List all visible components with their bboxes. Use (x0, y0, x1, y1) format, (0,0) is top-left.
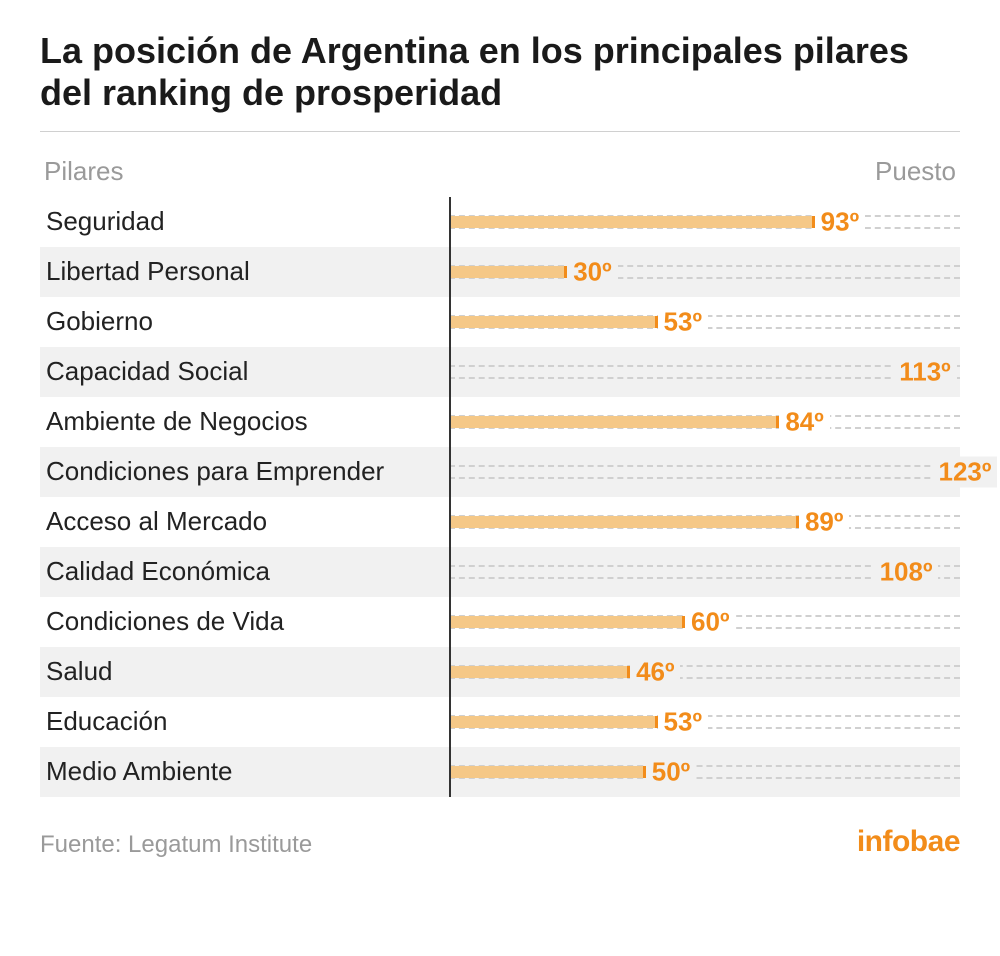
bar-track (449, 615, 960, 629)
bar-fill (449, 216, 814, 228)
table-row: Medio Ambiente 50º (40, 747, 960, 797)
rank-value: 53º (658, 706, 708, 737)
pillar-label: Salud (40, 656, 113, 687)
bar-fill (449, 416, 779, 428)
bar-fill (449, 316, 657, 328)
table-row: Condiciones de Vida 60º (40, 597, 960, 647)
bar-area: 84º (449, 397, 960, 447)
header-right: Puesto (875, 156, 956, 187)
bar-track (449, 265, 960, 279)
footer: Fuente: Legatum Institute infobae (40, 825, 960, 859)
bar-fill (449, 516, 799, 528)
bar-track (449, 315, 960, 329)
table-row: Capacidad Social 113º (40, 347, 960, 397)
pillar-label: Ambiente de Negocios (40, 406, 308, 437)
chart-axis (449, 197, 451, 797)
brand-logo: infobae (857, 825, 960, 859)
bar-track (449, 465, 960, 479)
bar-track (449, 715, 960, 729)
rank-value: 89º (799, 506, 849, 537)
rank-value: 50º (646, 756, 696, 787)
rank-value: 46º (630, 656, 680, 687)
table-row: Acceso al Mercado 89º (40, 497, 960, 547)
pillar-label: Calidad Económica (40, 556, 270, 587)
table-row: Calidad Económica 108º (40, 547, 960, 597)
rank-value: 93º (815, 206, 865, 237)
table-row: Ambiente de Negocios 84º (40, 397, 960, 447)
rank-value: 108º (874, 556, 939, 587)
bar-track (449, 215, 960, 229)
title-divider (40, 131, 960, 132)
bar-area: 53º (449, 697, 960, 747)
rank-value: 53º (658, 306, 708, 337)
table-header: Pilares Puesto (40, 156, 960, 187)
rank-value: 113º (893, 356, 956, 387)
bar-track (449, 665, 960, 679)
pillar-label: Libertad Personal (40, 256, 250, 287)
rank-value: 84º (779, 406, 829, 437)
bar-area: 93º (449, 197, 960, 247)
bar-track (449, 565, 960, 579)
table-row: Gobierno 53º (40, 297, 960, 347)
pillar-label: Educación (40, 706, 167, 737)
bar-track (449, 415, 960, 429)
table-row: Educación 53º (40, 697, 960, 747)
header-left: Pilares (44, 156, 123, 187)
bar-track (449, 365, 960, 379)
bar-fill (449, 616, 685, 628)
bar-area: 108º (449, 547, 960, 597)
bar-area: 89º (449, 497, 960, 547)
pillar-label: Seguridad (40, 206, 165, 237)
bar-area: 50º (449, 747, 960, 797)
pillar-label: Acceso al Mercado (40, 506, 267, 537)
source-text: Fuente: Legatum Institute (40, 831, 312, 859)
bar-fill (449, 666, 630, 678)
bar-track (449, 515, 960, 529)
rank-value: 60º (685, 606, 735, 637)
table-row: Libertad Personal 30º (40, 247, 960, 297)
pillar-chart: Seguridad 93º Libertad Personal 30º Gobierno… (40, 197, 960, 797)
bar-area: 53º (449, 297, 960, 347)
pillar-label: Condiciones de Vida (40, 606, 284, 637)
pillar-label: Medio Ambiente (40, 756, 232, 787)
rank-value: 123º (933, 456, 998, 487)
table-row: Seguridad 93º (40, 197, 960, 247)
bar-area: 30º (449, 247, 960, 297)
rank-value: 30º (567, 256, 617, 287)
table-row: Condiciones para Emprender 123º (40, 447, 960, 497)
pillar-label: Capacidad Social (40, 356, 248, 387)
bar-area: 123º (449, 447, 960, 497)
pillar-label: Gobierno (40, 306, 153, 337)
bar-fill (449, 766, 645, 778)
bar-track (449, 765, 960, 779)
bar-area: 46º (449, 647, 960, 697)
bar-area: 113º (449, 347, 960, 397)
bar-fill (449, 716, 657, 728)
table-row: Salud 46º (40, 647, 960, 697)
page-title: La posición de Argentina en los principa… (40, 30, 960, 115)
pillar-label: Condiciones para Emprender (40, 456, 384, 487)
bar-fill (449, 266, 567, 278)
bar-area: 60º (449, 597, 960, 647)
